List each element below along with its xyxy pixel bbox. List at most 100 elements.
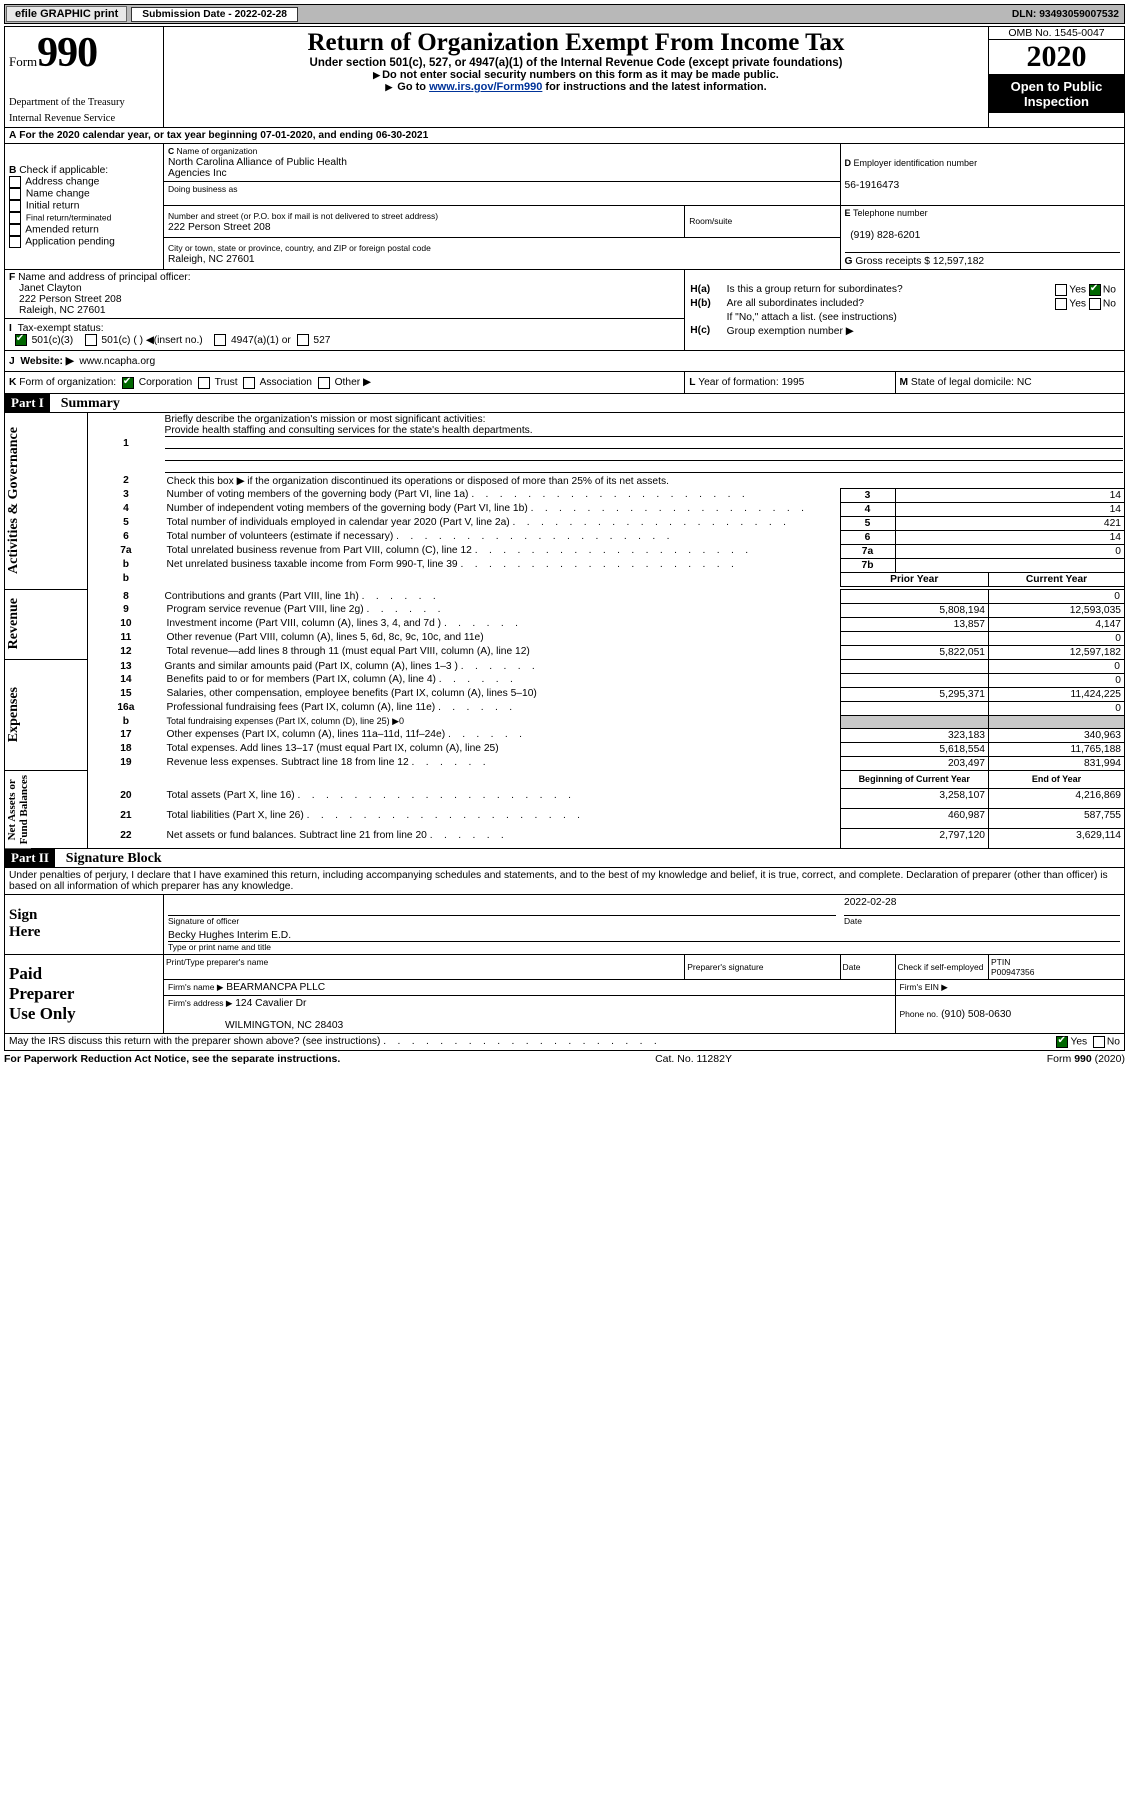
firm-name: BEARMANCPA PLLC bbox=[226, 982, 325, 993]
catalog-number: Cat. No. 11282Y bbox=[655, 1053, 732, 1065]
instruction-url: Go to www.irs.gov/Form990 for instructio… bbox=[168, 81, 984, 93]
officer-name-title-label: Type or print name and title bbox=[168, 941, 1120, 952]
dln-field: DLN: 93493059007532 bbox=[1012, 9, 1123, 20]
telephone: (919) 828-6201 bbox=[850, 230, 920, 241]
col-begin-year: Beginning of Current Year bbox=[840, 770, 989, 789]
chk-initial-return[interactable] bbox=[9, 200, 21, 212]
form-title: Return of Organization Exempt From Incom… bbox=[168, 29, 984, 57]
irs-discuss: May the IRS discuss this return with the… bbox=[5, 1033, 896, 1050]
chk-hb-no[interactable] bbox=[1089, 298, 1101, 310]
sig-date-label: Date bbox=[844, 915, 1120, 926]
col-prior-year: Prior Year bbox=[840, 572, 989, 586]
chk-address-change[interactable] bbox=[9, 176, 21, 188]
side-net-assets: Net Assets or Fund Balances bbox=[5, 771, 31, 848]
firm-address2: WILMINGTON, NC 28403 bbox=[225, 1020, 343, 1031]
chk-501c[interactable] bbox=[85, 334, 97, 346]
officer-name-title: Becky Hughes Interim E.D. bbox=[168, 930, 1120, 941]
line-22: 22Net assets or fund balances. Subtract … bbox=[5, 829, 1125, 849]
side-expenses: Expenses bbox=[5, 683, 23, 746]
sign-here-label: Sign Here bbox=[9, 907, 159, 941]
line-3: 3Number of voting members of the governi… bbox=[5, 488, 1125, 502]
form-990: Form990 Department of the Treasury Inter… bbox=[4, 26, 1125, 1051]
line-7a: 7aTotal unrelated business revenue from … bbox=[5, 544, 1125, 558]
col-end-year: End of Year bbox=[989, 770, 1125, 789]
firm-address1: 124 Cavalier Dr bbox=[235, 998, 306, 1009]
line-21: 21Total liabilities (Part X, line 26)460… bbox=[5, 809, 1125, 829]
chk-4947[interactable] bbox=[214, 334, 226, 346]
form-subtitle: Under section 501(c), 527, or 4947(a)(1)… bbox=[168, 57, 984, 69]
chk-app-pending[interactable] bbox=[9, 236, 21, 248]
chk-trust[interactable] bbox=[198, 377, 210, 389]
ein: 56-1916473 bbox=[845, 180, 900, 191]
chk-527[interactable] bbox=[297, 334, 309, 346]
tax-year: 2020 bbox=[989, 40, 1124, 75]
line-19: 19Revenue less expenses. Subtract line 1… bbox=[5, 756, 1125, 770]
form-designation: Form990 Department of the Treasury Inter… bbox=[5, 27, 164, 128]
pp-name-label: Print/Type preparer's name bbox=[164, 954, 685, 979]
chk-discuss-no[interactable] bbox=[1093, 1036, 1105, 1048]
line-16b: bTotal fundraising expenses (Part IX, co… bbox=[5, 715, 1125, 728]
line-15: 15Salaries, other compensation, employee… bbox=[5, 687, 1125, 701]
part2-title: Signature Block bbox=[66, 851, 162, 866]
org-name: North Carolina Alliance of Public Health… bbox=[168, 157, 347, 179]
chk-corporation[interactable] bbox=[122, 377, 134, 389]
form-number-footer: Form 990 (2020) bbox=[1047, 1053, 1125, 1065]
line-10: 10Investment income (Part VIII, column (… bbox=[5, 617, 1125, 631]
line-6: 6Total number of volunteers (estimate if… bbox=[5, 530, 1125, 544]
side-revenue: Revenue bbox=[5, 594, 23, 653]
line-14: 14Benefits paid to or for members (Part … bbox=[5, 673, 1125, 687]
chk-association[interactable] bbox=[243, 377, 255, 389]
form-of-organization: K Form of organization: Corporation Trus… bbox=[5, 372, 685, 393]
instruction-ssn: Do not enter social security numbers on … bbox=[168, 69, 984, 81]
col-current-year: Current Year bbox=[989, 572, 1125, 586]
omb-number: OMB No. 1545-0047 bbox=[989, 27, 1124, 40]
perjury-statement: Under penalties of perjury, I declare th… bbox=[5, 867, 1125, 894]
irs-link[interactable]: www.irs.gov/Form990 bbox=[429, 81, 542, 93]
state-domicile: NC bbox=[1017, 377, 1032, 388]
section-b-checkboxes: B Check if applicable: Address change Na… bbox=[5, 144, 164, 270]
paid-preparer-label: Paid Preparer Use Only bbox=[9, 964, 159, 1024]
chk-501c3[interactable] bbox=[15, 334, 27, 346]
chk-discuss-yes[interactable] bbox=[1056, 1036, 1068, 1048]
paperwork-notice: For Paperwork Reduction Act Notice, see … bbox=[4, 1053, 340, 1065]
chk-final-return[interactable] bbox=[9, 212, 21, 224]
line-16a: 16aProfessional fundraising fees (Part I… bbox=[5, 701, 1125, 715]
line-7b: bNet unrelated business taxable income f… bbox=[5, 558, 1125, 572]
pp-date-label: Date bbox=[840, 954, 895, 979]
line-9: 9Program service revenue (Part VIII, lin… bbox=[5, 603, 1125, 617]
q2: Check this box ▶ if the organization dis… bbox=[164, 474, 1125, 489]
line-17: 17Other expenses (Part IX, column (A), l… bbox=[5, 728, 1125, 742]
tax-year-dates: A For the 2020 calendar year, or tax yea… bbox=[5, 128, 1125, 144]
line-11: 11Other revenue (Part VIII, column (A), … bbox=[5, 631, 1125, 645]
open-to-public: Open to Public Inspection bbox=[989, 75, 1124, 113]
firm-phone: (910) 508-0630 bbox=[941, 1009, 1011, 1020]
page-footer: For Paperwork Reduction Act Notice, see … bbox=[4, 1051, 1125, 1065]
street-address: 222 Person Street 208 bbox=[168, 222, 271, 233]
chk-name-change[interactable] bbox=[9, 188, 21, 200]
pp-selfemployed: Check if self-employed bbox=[895, 954, 989, 979]
ptin: P00947356 bbox=[991, 967, 1035, 977]
sig-officer-label: Signature of officer bbox=[168, 915, 836, 926]
part1-title: Summary bbox=[61, 396, 120, 411]
part2-header: Part II bbox=[5, 849, 55, 867]
chk-ha-yes[interactable] bbox=[1055, 284, 1067, 296]
principal-officer: Janet Clayton 222 Person Street 208 Rale… bbox=[9, 283, 122, 316]
efile-print-button[interactable]: efile GRAPHIC print bbox=[6, 6, 127, 22]
website: www.ncapha.org bbox=[79, 356, 155, 367]
chk-ha-no[interactable] bbox=[1089, 284, 1101, 296]
line-4: 4Number of independent voting members of… bbox=[5, 502, 1125, 516]
pp-sig-label: Preparer's signature bbox=[685, 954, 840, 979]
sig-date-value: 2022-02-28 bbox=[844, 897, 1120, 915]
side-activities-governance: Activities & Governance bbox=[5, 423, 23, 578]
chk-hb-yes[interactable] bbox=[1055, 298, 1067, 310]
tax-exempt-status: I Tax-exempt status: 501(c)(3) 501(c) ( … bbox=[5, 319, 685, 351]
submission-date-field: Submission Date - 2022-02-28 bbox=[131, 7, 298, 22]
q1: Briefly describe the organization's miss… bbox=[164, 412, 1125, 474]
city-state-zip: Raleigh, NC 27601 bbox=[168, 254, 255, 265]
q1-answer: Provide health staffing and consulting s… bbox=[165, 425, 1124, 437]
year-formation: 1995 bbox=[782, 377, 805, 388]
line-18: 18Total expenses. Add lines 13–17 (must … bbox=[5, 742, 1125, 756]
chk-amended[interactable] bbox=[9, 224, 21, 236]
line-20: 20Total assets (Part X, line 16)3,258,10… bbox=[5, 789, 1125, 809]
chk-other[interactable] bbox=[318, 377, 330, 389]
